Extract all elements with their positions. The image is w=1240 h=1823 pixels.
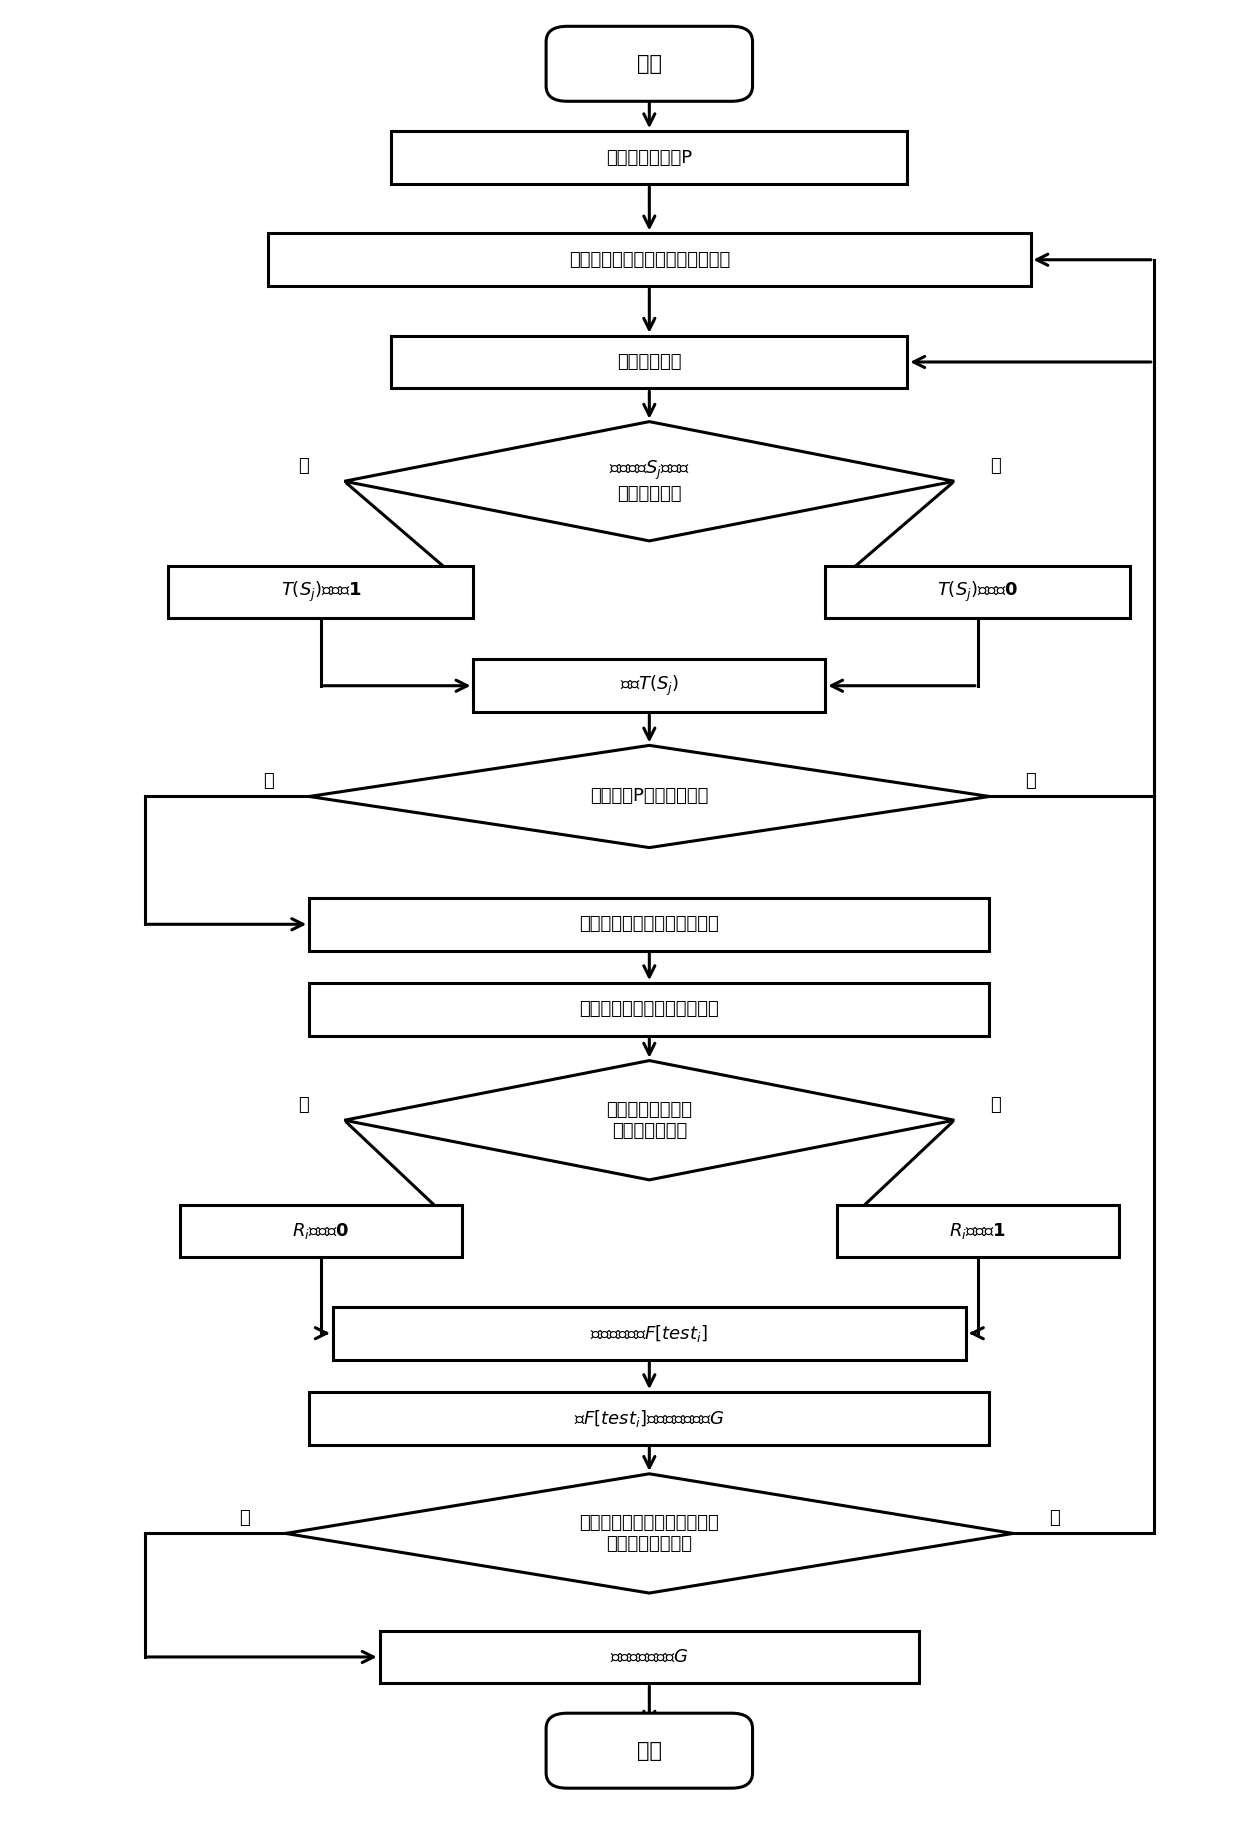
Text: $T(S_j)$标记为$\mathbf{0}$: $T(S_j)$标记为$\mathbf{0}$ [937, 580, 1018, 603]
Text: 是: 是 [298, 458, 309, 476]
Text: 否: 否 [1049, 1509, 1059, 1528]
Bar [169, 565, 474, 618]
Text: $R_i$标记为$\mathbf{0}$: $R_i$标记为$\mathbf{0}$ [293, 1221, 350, 1241]
Bar [309, 1393, 990, 1446]
Bar [826, 565, 1131, 618]
Text: 获取覆盖信息表$G$: 获取覆盖信息表$G$ [610, 1648, 688, 1666]
Text: 获取执行情况$F[test_i]$: 获取执行情况$F[test_i]$ [590, 1323, 708, 1344]
Polygon shape [309, 746, 990, 848]
Text: 否: 否 [1025, 773, 1035, 789]
Bar [180, 1205, 461, 1258]
FancyBboxPatch shape [546, 1714, 753, 1788]
Bar [837, 1205, 1118, 1258]
Text: 获取测试用例的预期运行结果: 获取测试用例的预期运行结果 [579, 1001, 719, 1019]
Text: 将$F[test_i]$存入覆盖信息表$G$: 将$F[test_i]$存入覆盖信息表$G$ [574, 1407, 724, 1429]
Text: 获得$T(S_j)$: 获得$T(S_j)$ [620, 675, 680, 698]
Text: 执行测试用例: 执行测试用例 [618, 354, 682, 372]
Text: 从选定测试用例组中读取测试用例: 从选定测试用例组中读取测试用例 [569, 252, 730, 268]
Text: $T(S_j)$标记为$\mathbf{1}$: $T(S_j)$标记为$\mathbf{1}$ [280, 580, 361, 603]
Text: 结束: 结束 [637, 1741, 662, 1761]
Bar [392, 335, 908, 388]
Bar [309, 983, 990, 1035]
Polygon shape [345, 1061, 955, 1179]
Text: $R_i$标记为$\mathbf{1}$: $R_i$标记为$\mathbf{1}$ [950, 1221, 1006, 1241]
Text: 是: 是 [298, 1096, 309, 1114]
Text: 获得测试用例执行的实际结果: 获得测试用例执行的实际结果 [579, 915, 719, 933]
Text: 判定实际结果是否
与预期结果一致: 判定实际结果是否 与预期结果一致 [606, 1101, 692, 1139]
Text: 否: 否 [990, 458, 1001, 476]
Bar [332, 1307, 966, 1360]
Bar [474, 660, 826, 713]
Text: 判定程序P是否执行结束: 判定程序P是否执行结束 [590, 788, 708, 806]
FancyBboxPatch shape [546, 26, 753, 102]
Polygon shape [285, 1473, 1013, 1593]
Bar [392, 131, 908, 184]
Bar [268, 233, 1030, 286]
Text: 获取可执行程序P: 获取可执行程序P [606, 148, 692, 166]
Text: 否: 否 [990, 1096, 1001, 1114]
Text: 开始: 开始 [637, 55, 662, 73]
Text: 是: 是 [239, 1509, 250, 1528]
Text: 判定选定测试用例组所有测试
用例是否均被执行: 判定选定测试用例组所有测试 用例是否均被执行 [579, 1515, 719, 1553]
Text: 是: 是 [263, 773, 274, 789]
Polygon shape [345, 421, 955, 541]
Text: 判断语句$S_j$是否被
测试用例覆盖: 判断语句$S_j$是否被 测试用例覆盖 [609, 459, 689, 503]
Bar [309, 899, 990, 950]
Bar [379, 1630, 919, 1683]
